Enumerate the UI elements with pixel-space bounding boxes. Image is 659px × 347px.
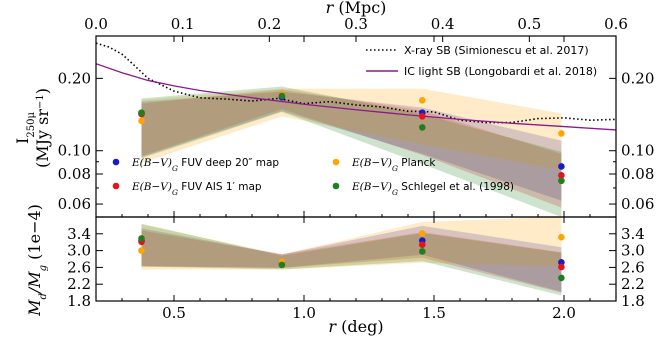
top-panel-lines: [96, 42, 616, 131]
legend-marker-0: [112, 158, 120, 166]
top-y-tick-label: 0.10: [58, 142, 91, 160]
top-point-s1-3: [558, 172, 565, 179]
top-x-tick-label: 0.4: [431, 15, 455, 33]
top-point-s3-0: [138, 109, 145, 116]
bottom-point-s1-2: [419, 241, 426, 249]
top-x-tick-label: 0.2: [257, 15, 281, 33]
bottom-y-axis-label: Md/Mg (1e−4): [25, 204, 49, 317]
bottom-y-tick-label: 2.6: [67, 258, 91, 276]
top-band-3: [141, 86, 562, 217]
bottom-band-0: [141, 225, 562, 292]
top-y-axis-unit-label: (MJy sr−1): [33, 88, 52, 168]
top-x-tick-label: 0.1: [171, 15, 195, 33]
top-point-s3-1: [278, 92, 286, 100]
bottom-panel-bands: [141, 217, 562, 296]
top-y-tick-label: 0.08: [58, 165, 91, 183]
bottom-y-tick-label-right: 3.4: [621, 225, 645, 243]
bottom-point-s3-3: [558, 274, 565, 282]
top-y-axis-label: I250μ: [13, 112, 37, 144]
top-y-tick-label: 0.06: [58, 195, 91, 213]
bottom-y-tick-label-right: 3.0: [621, 242, 645, 260]
top-point-s2-0: [138, 117, 145, 125]
legend-label-3: E(B−V)G Schlegel et al. (1998): [351, 181, 514, 197]
top-point-s0-3: [558, 163, 565, 170]
x-tick-label: 1.5: [422, 304, 446, 322]
legend-marker-3: [332, 182, 340, 190]
top-band-1: [141, 89, 562, 208]
bottom-point-s3-1: [278, 261, 286, 269]
bottom-panel-points: [138, 230, 565, 282]
top-point-s3-2: [419, 124, 426, 131]
top-y-tick-label-right: 0.06: [621, 195, 654, 213]
bottom-point-s3-0: [138, 235, 145, 242]
bottom-point-s2-0: [138, 247, 145, 254]
legend-label-2: E(B−V)G Planck: [351, 157, 436, 173]
bottom-point-s2-3: [558, 233, 565, 241]
x-tick-label: 1.0: [292, 304, 316, 322]
axes: 0.5 1.0 1.5 2.0 0.0 0.1 0.2 0.3 0.4 0.5 0.6 0.20 0.2…: [58, 15, 655, 322]
legend-marker-1: [112, 182, 120, 190]
bottom-y-tick-label-right: 1.8: [621, 292, 645, 310]
bottom-point-s1-3: [558, 263, 565, 271]
top-point-s1-2: [419, 113, 426, 120]
top-y-tick-label-right: 0.10: [621, 142, 654, 160]
legend-marker-2: [332, 158, 340, 166]
bottom-band-2: [141, 217, 562, 270]
top-x-tick-label: 0.0: [84, 15, 108, 33]
legend-xray-label: X-ray SB (Simionescu et al. 2017): [404, 44, 589, 57]
top-x-tick-label: 0.3: [344, 15, 368, 33]
top-x-tick-label: 0.5: [517, 15, 541, 33]
ic-light-sb-line: [96, 63, 616, 131]
legend-label-0: E(B−V)G FUV deep 20″ map: [131, 157, 279, 173]
legend: X-ray SB (Simionescu et al. 2017) IC ligh…: [112, 44, 597, 197]
bottom-point-s3-2: [419, 248, 426, 255]
legend-label-1: E(B−V)G FUV AIS 1′ map: [131, 181, 262, 197]
top-band-2: [141, 88, 562, 171]
top-x-axis-label: r (Mpc): [326, 0, 387, 17]
x-tick-label: 0.5: [162, 304, 186, 322]
top-panel-bands: [141, 86, 562, 217]
legend-ic-label: IC light SB (Longobardi et al. 2018): [404, 65, 597, 78]
top-y-tick-label: 0.20: [58, 69, 91, 87]
bottom-y-tick-label: 2.2: [67, 275, 91, 293]
bottom-y-tick-label: 1.8: [67, 292, 91, 310]
top-y-tick-label-right: 0.20: [621, 69, 654, 87]
top-point-s2-2: [419, 97, 426, 104]
bottom-point-s0-3: [558, 259, 565, 266]
bottom-band-1: [141, 230, 562, 293]
x-axis-label: r (deg): [328, 317, 383, 336]
top-y-tick-label-right: 0.08: [621, 165, 654, 183]
top-point-s2-3: [558, 130, 565, 137]
top-panel-points: [138, 91, 565, 185]
bottom-band-3: [141, 223, 562, 296]
bottom-y-tick-label-right: 2.6: [621, 258, 645, 276]
bottom-y-tick-label: 3.0: [67, 242, 91, 260]
x-tick-label: 2.0: [552, 304, 576, 322]
top-x-tick-label: 0.6: [604, 15, 628, 33]
bottom-y-tick-label-right: 2.2: [621, 275, 645, 293]
top-point-s3-3: [558, 177, 565, 185]
bottom-point-s2-2: [419, 230, 426, 237]
bottom-y-tick-label: 3.4: [67, 225, 91, 243]
